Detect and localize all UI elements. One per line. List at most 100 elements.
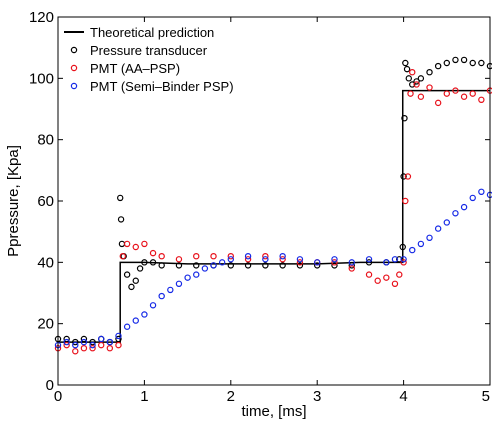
data-point-series-1 <box>89 338 96 346</box>
y-tick-label: 80 <box>37 132 54 149</box>
y-tick-label: 120 <box>29 9 54 26</box>
data-point-series-1 <box>279 262 286 269</box>
data-point-series-1 <box>158 262 165 269</box>
data-point-series-2 <box>434 99 442 107</box>
legend-entry-label: Theoretical prediction <box>90 25 214 40</box>
data-point-series-3 <box>218 259 226 266</box>
data-point-series-2 <box>407 90 414 97</box>
data-point-series-1 <box>348 262 355 269</box>
x-axis-label: time, [ms] <box>241 403 306 420</box>
data-point-series-3 <box>141 311 148 318</box>
data-point-series-3 <box>469 194 476 202</box>
data-point-series-1 <box>434 62 442 70</box>
data-point-series-2 <box>409 68 416 76</box>
data-point-series-1 <box>399 243 406 251</box>
axis-ticks: 0 1 2 3 4 5 0 20 40 60 80 100 120 <box>29 9 491 405</box>
data-point-series-2 <box>72 348 79 355</box>
data-point-series-2 <box>365 271 373 278</box>
data-point-series-3 <box>227 256 234 263</box>
legend-entry-label: PMT (Semi–Binder PSP) <box>90 79 234 94</box>
data-point-series-3 <box>80 338 88 346</box>
data-point-series-3 <box>296 256 304 263</box>
data-point-series-3 <box>348 259 355 266</box>
data-point-series-2 <box>106 345 114 352</box>
data-point-series-1 <box>409 81 416 88</box>
data-point-series-2 <box>417 93 425 100</box>
data-point-series-1 <box>296 262 304 269</box>
data-point-series-2 <box>123 240 131 248</box>
data-point-series-2 <box>80 345 88 352</box>
data-point-series-2 <box>149 249 157 257</box>
data-point-series-1 <box>478 59 485 67</box>
data-point-series-3 <box>97 335 105 343</box>
data-point-series-1 <box>365 259 373 266</box>
y-tick-label: 60 <box>37 193 54 210</box>
data-point-series-3 <box>123 323 131 330</box>
x-tick-label: 1 <box>140 388 148 405</box>
data-point-series-1 <box>72 338 79 346</box>
data-point-series-3 <box>193 271 200 278</box>
data-point-series-2 <box>391 280 399 287</box>
data-point-series-3 <box>417 240 425 248</box>
data-point-series-2 <box>193 253 200 260</box>
data-point-series-2 <box>279 256 286 263</box>
data-point-series-1 <box>426 68 433 76</box>
data-point-series-2 <box>460 93 468 100</box>
data-point-series-2 <box>443 90 450 97</box>
data-point-series-1 <box>149 259 157 266</box>
data-point-series-3 <box>279 253 286 260</box>
data-point-series-3 <box>331 256 338 263</box>
data-point-series-3 <box>409 246 416 254</box>
data-point-series-2 <box>400 259 407 266</box>
data-point-series-3 <box>434 225 442 232</box>
data-point-series-3 <box>72 341 79 349</box>
data-point-series-1 <box>117 194 124 202</box>
data-point-series-2 <box>469 90 476 97</box>
plot-area <box>54 56 492 355</box>
legend: Theoretical prediction Pressure transduce… <box>64 25 234 94</box>
data-point-series-2 <box>141 240 148 248</box>
data-point-series-2 <box>244 256 252 263</box>
legend-entry-label: Pressure transducer <box>90 43 208 58</box>
legend-marker-swatch <box>70 82 78 90</box>
data-point-series-2 <box>331 259 338 266</box>
data-point-series-3 <box>365 256 373 263</box>
x-tick-label: 3 <box>313 388 321 405</box>
data-point-series-2 <box>478 96 485 104</box>
data-point-series-3 <box>175 280 183 287</box>
data-point-series-3 <box>149 302 157 309</box>
data-point-series-2 <box>158 253 165 260</box>
data-point-series-1 <box>413 78 420 85</box>
x-tick-label: 4 <box>399 388 407 405</box>
data-point-series-2 <box>115 341 122 349</box>
legend-marker-swatch <box>70 64 78 72</box>
data-point-series-1 <box>262 262 269 269</box>
data-point-series-2 <box>296 259 304 266</box>
x-tick-label: 0 <box>54 388 62 405</box>
data-point-series-3 <box>460 203 468 211</box>
x-tick-label: 5 <box>482 388 490 405</box>
data-point-series-1 <box>132 277 139 284</box>
data-point-series-2 <box>227 253 234 260</box>
data-point-series-2 <box>210 253 217 260</box>
data-point-series-3 <box>400 256 407 263</box>
data-point-series-3 <box>167 286 174 294</box>
data-point-series-3 <box>89 341 96 349</box>
data-point-series-1 <box>401 114 408 122</box>
data-point-series-1 <box>402 59 409 67</box>
data-point-series-1 <box>117 216 125 223</box>
data-point-series-1 <box>403 65 411 73</box>
data-point-series-2 <box>402 197 409 205</box>
x-tick-label: 2 <box>227 388 235 405</box>
data-point-series-1 <box>141 259 148 266</box>
data-point-series-3 <box>426 234 433 241</box>
legend-entry-label: PMT (AA–PSP) <box>90 61 180 76</box>
data-point-series-2 <box>452 87 459 94</box>
data-point-series-3 <box>262 256 269 263</box>
data-point-series-2 <box>262 253 269 260</box>
data-point-series-1 <box>115 335 122 343</box>
data-point-series-3 <box>210 262 217 269</box>
data-point-series-1 <box>452 56 459 64</box>
